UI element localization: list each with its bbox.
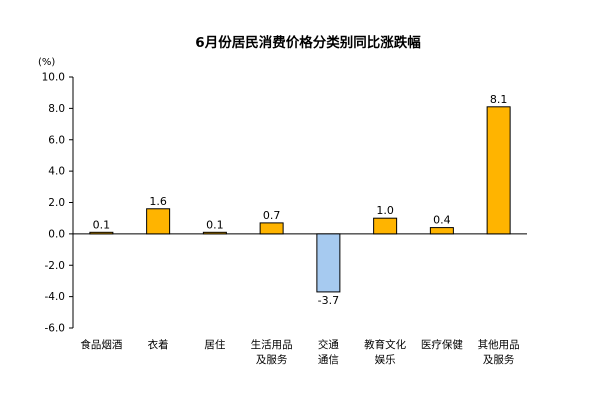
bar-value-label: 1.6 xyxy=(149,195,167,208)
category-label: 居住 xyxy=(204,338,225,351)
bar xyxy=(373,217,398,235)
y-tick-label: -4.0 xyxy=(45,291,66,303)
category-label: 及服务 xyxy=(483,353,515,366)
bars xyxy=(89,106,511,293)
y-axis-ticks: 10.0 8.0 6.0 4.0 2.0 0.0 -2.0 -4.0 -6.0 xyxy=(42,72,73,335)
y-axis-unit-label: (%) xyxy=(38,57,55,68)
category-label: 衣着 xyxy=(148,338,169,351)
bar-value-label: -3.7 xyxy=(318,294,339,307)
bar-value-label: 0.1 xyxy=(206,218,224,231)
category-label: 娱乐 xyxy=(375,353,396,366)
y-tick-label: 6.0 xyxy=(48,134,65,146)
bar xyxy=(202,231,227,235)
category-label: 医疗保健 xyxy=(421,338,463,351)
y-tick-label: -2.0 xyxy=(45,260,66,272)
data-labels: 0.1 1.6 0.1 0.7 -3.7 1.0 0.4 8.1 xyxy=(93,93,508,307)
y-tick-label: -6.0 xyxy=(45,323,66,335)
y-tick-label: 8.0 xyxy=(48,103,65,115)
category-label: 教育文化 xyxy=(364,338,406,351)
y-tick-label: 10.0 xyxy=(42,72,65,84)
y-tick-label: 0.0 xyxy=(48,228,65,240)
bar xyxy=(259,222,284,235)
category-label: 食品烟酒 xyxy=(80,338,122,351)
category-label: 其他用品 xyxy=(478,338,520,351)
y-tick-label: 4.0 xyxy=(48,166,65,178)
bar xyxy=(146,208,171,235)
bar-value-label: 8.1 xyxy=(490,93,508,106)
bar xyxy=(486,106,511,235)
axes xyxy=(72,77,527,328)
bar-value-label: 0.1 xyxy=(93,218,111,231)
chart-title: 6月份居民消费价格分类别同比涨跌幅 xyxy=(195,34,421,51)
bar xyxy=(316,233,341,293)
bar xyxy=(429,227,454,235)
category-label: 及服务 xyxy=(256,353,288,366)
category-label: 通信 xyxy=(318,354,339,366)
category-label: 交通 xyxy=(318,338,339,351)
category-label: 生活用品 xyxy=(251,338,293,351)
bar-value-label: 1.0 xyxy=(376,204,394,217)
bar xyxy=(89,231,114,235)
bar-value-label: 0.7 xyxy=(263,209,281,222)
bar-value-label: 0.4 xyxy=(433,214,451,227)
y-tick-label: 2.0 xyxy=(48,197,65,209)
